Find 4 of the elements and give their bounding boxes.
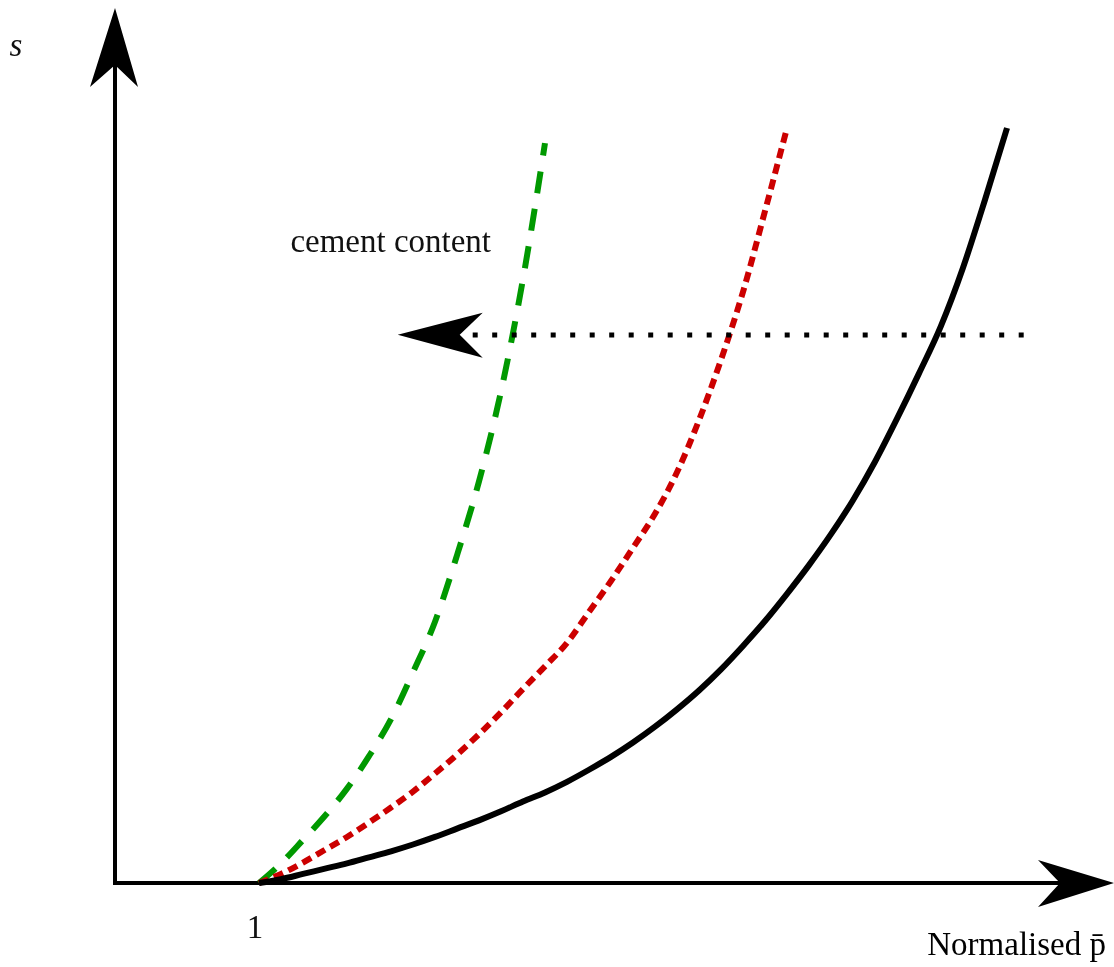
annotation: cement content bbox=[290, 222, 492, 259]
text: 1 bbox=[246, 909, 264, 945]
text: s bbox=[9, 27, 23, 63]
x-axis-title: Normalised p̄ bbox=[927, 926, 1106, 962]
